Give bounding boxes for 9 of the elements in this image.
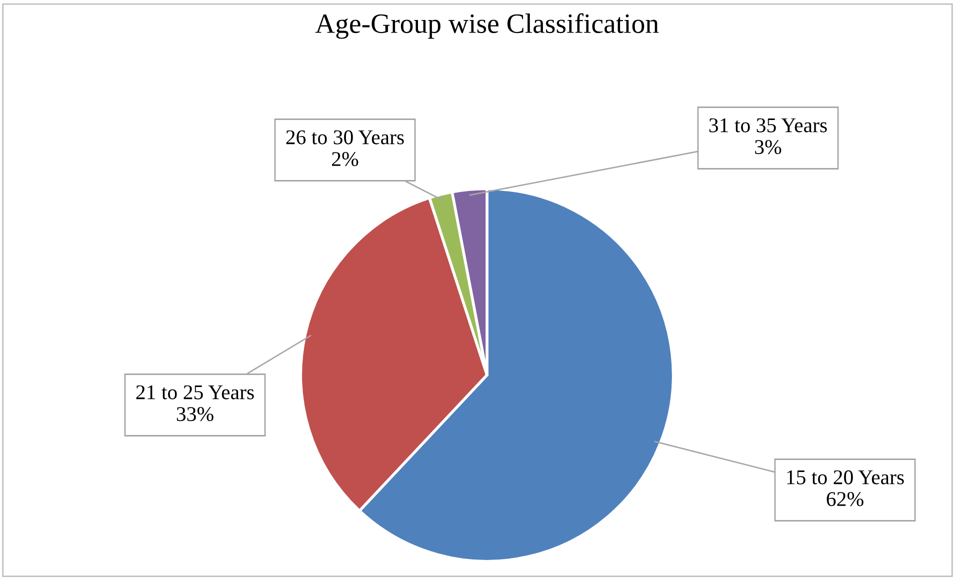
slice-label: 15 to 20 Years [787,470,904,484]
data-label: 33% [176,407,214,422]
data-label: 2% [332,152,358,166]
data-label: 62% [826,492,864,506]
slice-label: 26 to 30 Years [286,130,404,144]
slice-label: 21 to 25 Years [136,385,254,400]
chart-title: Age-Group wise Classification [315,13,659,39]
data-label: 3% [755,140,782,154]
slice-label: 31 to 35 Years [709,118,827,132]
